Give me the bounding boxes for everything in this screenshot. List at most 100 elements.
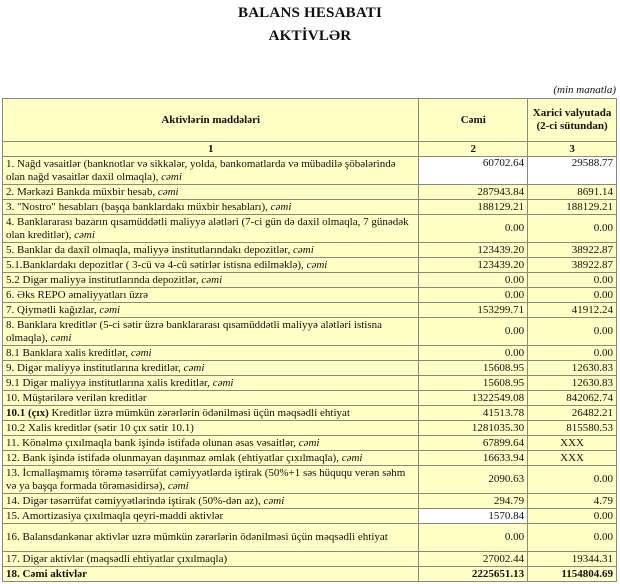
label-total-suffix: cəmi bbox=[157, 185, 179, 198]
total-value: 41513.78 bbox=[418, 405, 529, 421]
foreign-currency-value: 38922.87 bbox=[527, 257, 617, 273]
total-value: 1322549.08 bbox=[418, 390, 529, 406]
foreign-currency-value: 0.00 bbox=[527, 345, 617, 361]
row-label: 5.2 Digər maliyyə institutlarında depozi… bbox=[1, 272, 420, 288]
total-value: 294.79 bbox=[418, 493, 529, 509]
row-label: 18. Cəmi aktivlər bbox=[1, 566, 420, 582]
total-value: 60702.64 bbox=[418, 156, 529, 185]
label-text: 6. Əks REPO əməliyyatları üzrə bbox=[6, 288, 149, 301]
foreign-currency-value: 188129.21 bbox=[527, 199, 617, 215]
foreign-currency-value: 815580.53 bbox=[527, 420, 617, 436]
label-text: 18. Cəmi aktivlər bbox=[6, 567, 87, 580]
label-text: 1. Nağd vəsaitlər (banknotlar və sikkələ… bbox=[6, 157, 396, 183]
label-text: 2. Mərkəzi Bankda müxbir hesab, bbox=[6, 185, 158, 198]
table-row: 12. Bank işində istifadə olunmayan daşın… bbox=[1, 450, 617, 466]
row-label: 7. Qiymətli kağızlar, cəmi bbox=[1, 302, 420, 318]
label-text: 8. Banklara kreditlər (5-ci sətir üzrə b… bbox=[6, 318, 382, 344]
total-value: 27002.44 bbox=[418, 551, 529, 567]
row-label: 5. Banklar da daxil olmaqla, maliyyə ins… bbox=[1, 242, 420, 258]
row-label: 1. Nağd vəsaitlər (banknotlar və sikkələ… bbox=[1, 156, 420, 185]
table-row: 13. İcmallaşmamış törəmə təsərrüfat cəmi… bbox=[1, 465, 617, 494]
table-row: 8.1 Banklara xalis kreditlər, cəmi 0.00 0.… bbox=[1, 345, 617, 361]
label-text: 8.1 Banklara xalis kreditlər, bbox=[6, 346, 131, 359]
row-label: 17. Digər aktivlər (məqsədli ehtiyatlar … bbox=[1, 551, 420, 567]
table-row: 5.1.Banklardakı depozitlər ( 3-cü və 4-c… bbox=[1, 257, 617, 273]
foreign-currency-value: 41912.24 bbox=[527, 302, 617, 318]
row-label: 10. Müştərilərə verilən kreditlər bbox=[1, 390, 420, 406]
table-row: 5.2 Digər maliyyə institutlarında depozi… bbox=[1, 272, 617, 288]
row-label: 14. Digər təsərrüfat cəmiyyətlərində işt… bbox=[1, 493, 420, 509]
total-value: 0.00 bbox=[418, 214, 529, 243]
row-label: 2. Mərkəzi Bankda müxbir hesab, cəmi bbox=[1, 184, 420, 200]
label-text: 16. Balansdankənar aktivlər uzrə mümkün … bbox=[6, 531, 388, 543]
label-text: 17. Digər aktivlər (məqsədli ehtiyatlar … bbox=[6, 552, 228, 565]
foreign-currency-value: 0.00 bbox=[527, 287, 617, 303]
foreign-currency-value: 0.00 bbox=[527, 465, 617, 494]
table-row: 9. Digər maliyyə institutlarına kreditlə… bbox=[1, 360, 617, 376]
foreign-currency-value: 0.00 bbox=[527, 272, 617, 288]
total-value: 2225651.13 bbox=[418, 566, 529, 582]
row-label: 5.1.Banklardakı depozitlər ( 3-cü və 4-c… bbox=[1, 257, 420, 273]
table-row: 3. "Nostro" hesabları (başqa banklardakı… bbox=[1, 199, 617, 215]
foreign-currency-value: 26482.21 bbox=[527, 405, 617, 421]
foreign-currency-value: 1154804.69 bbox=[527, 566, 617, 582]
label-total-suffix: cəmi bbox=[183, 361, 205, 374]
total-value: 0.00 bbox=[418, 317, 529, 346]
label-total-suffix: cəmi bbox=[298, 436, 320, 449]
label-total-suffix: cəmi bbox=[306, 258, 328, 271]
total-value: 188129.21 bbox=[418, 199, 529, 215]
total-value: 123439.20 bbox=[418, 257, 529, 273]
label-text: 4. Banklararası bazarın qısamüddətli mal… bbox=[6, 215, 409, 241]
label-text: 3. "Nostro" hesabları (başqa banklardakı… bbox=[6, 200, 271, 213]
total-value: 123439.20 bbox=[418, 242, 529, 258]
table-row: 17. Digər aktivlər (məqsədli ehtiyatlar … bbox=[1, 551, 617, 567]
total-value: 0.00 bbox=[418, 287, 529, 303]
total-value: 153299.71 bbox=[418, 302, 529, 318]
total-value: 0.00 bbox=[418, 272, 529, 288]
foreign-currency-value: 12630.83 bbox=[527, 375, 617, 391]
label-total-suffix: cəmi bbox=[50, 331, 72, 344]
row-label: 6. Əks REPO əməliyyatları üzrə bbox=[1, 287, 420, 303]
header-items: Aktivlərin maddələri bbox=[1, 98, 420, 142]
total-value: 15608.95 bbox=[418, 360, 529, 376]
header-total: Cəmi bbox=[418, 98, 529, 142]
unit-note: (min manatla) bbox=[553, 84, 616, 96]
foreign-currency-value: 0.00 bbox=[527, 317, 617, 346]
table-row: 7. Qiymətli kağızlar, cəmi 153299.71 41912… bbox=[1, 302, 617, 318]
report-title: BALANS HESABATI bbox=[237, 5, 382, 21]
table-row: 10. Müştərilərə verilən kreditlər 1322549… bbox=[1, 390, 617, 406]
label-total-suffix: cəmi bbox=[99, 303, 121, 316]
total-value: 67899.64 bbox=[418, 435, 529, 451]
assets-table: Aktivlərin maddələri Cəmi Xarici valyuta… bbox=[1, 98, 617, 582]
foreign-currency-value: 29588.77 bbox=[527, 156, 617, 185]
label-text: 15. Amortizasiya çıxılmaqla qeyri-maddi … bbox=[6, 509, 224, 522]
foreign-currency-value: 842062.74 bbox=[527, 390, 617, 406]
row-label: 8. Banklara kreditlər (5-ci sətir üzrə b… bbox=[1, 317, 420, 346]
label-text: 11. Könəlmə çıxılmaqla bank işində istif… bbox=[6, 436, 299, 449]
label-total-suffix: cəmi bbox=[212, 376, 234, 389]
label-text: 5.1.Banklardakı depozitlər ( 3-cü və 4-c… bbox=[6, 258, 307, 271]
column-number: 1 bbox=[1, 141, 420, 157]
table-row: 2. Mərkəzi Bankda müxbir hesab, cəmi 2879… bbox=[1, 184, 617, 200]
table-row: 6. Əks REPO əməliyyatları üzrə 0.00 0.00 bbox=[1, 287, 617, 303]
label-text: 14. Digər təsərrüfat cəmiyyətlərində işt… bbox=[6, 494, 264, 507]
row-label: 16. Balansdankənar aktivlər uzrə mümkün … bbox=[1, 523, 420, 552]
foreign-currency-value: 0.00 bbox=[527, 523, 617, 552]
label-total-suffix: cəmi bbox=[201, 273, 223, 286]
table-row: 15. Amortizasiya çıxılmaqla qeyri-maddi … bbox=[1, 508, 617, 524]
label-total-suffix: cəmi bbox=[263, 494, 285, 507]
table-row: 9.1 Digər maliyyə institutlarına xalis k… bbox=[1, 375, 617, 391]
row-label: 13. İcmallaşmamış törəmə təsərrüfat cəmi… bbox=[1, 465, 420, 494]
column-number: 2 bbox=[418, 141, 529, 157]
foreign-currency-value: XXX bbox=[527, 450, 617, 466]
table-row: 10.2 Xalis kreditlər (sətir 10 çıx sətir… bbox=[1, 420, 617, 436]
report-subtitle: AKTİVLƏR bbox=[268, 28, 352, 44]
row-label: 11. Könəlmə çıxılmaqla bank işində istif… bbox=[1, 435, 420, 451]
table-row: 10.1 (çıx) Kreditlər üzrə mümkün zərərlə… bbox=[1, 405, 617, 421]
table-row: 18. Cəmi aktivlər 2225651.13 1154804.69 bbox=[1, 566, 617, 582]
total-value: 16633.94 bbox=[418, 450, 529, 466]
table-row: 5. Banklar da daxil olmaqla, maliyyə ins… bbox=[1, 242, 617, 258]
foreign-currency-value: 4.79 bbox=[527, 493, 617, 509]
label-total-suffix: cəmi bbox=[270, 200, 292, 213]
row-label: 12. Bank işində istifadə olunmayan daşın… bbox=[1, 450, 420, 466]
